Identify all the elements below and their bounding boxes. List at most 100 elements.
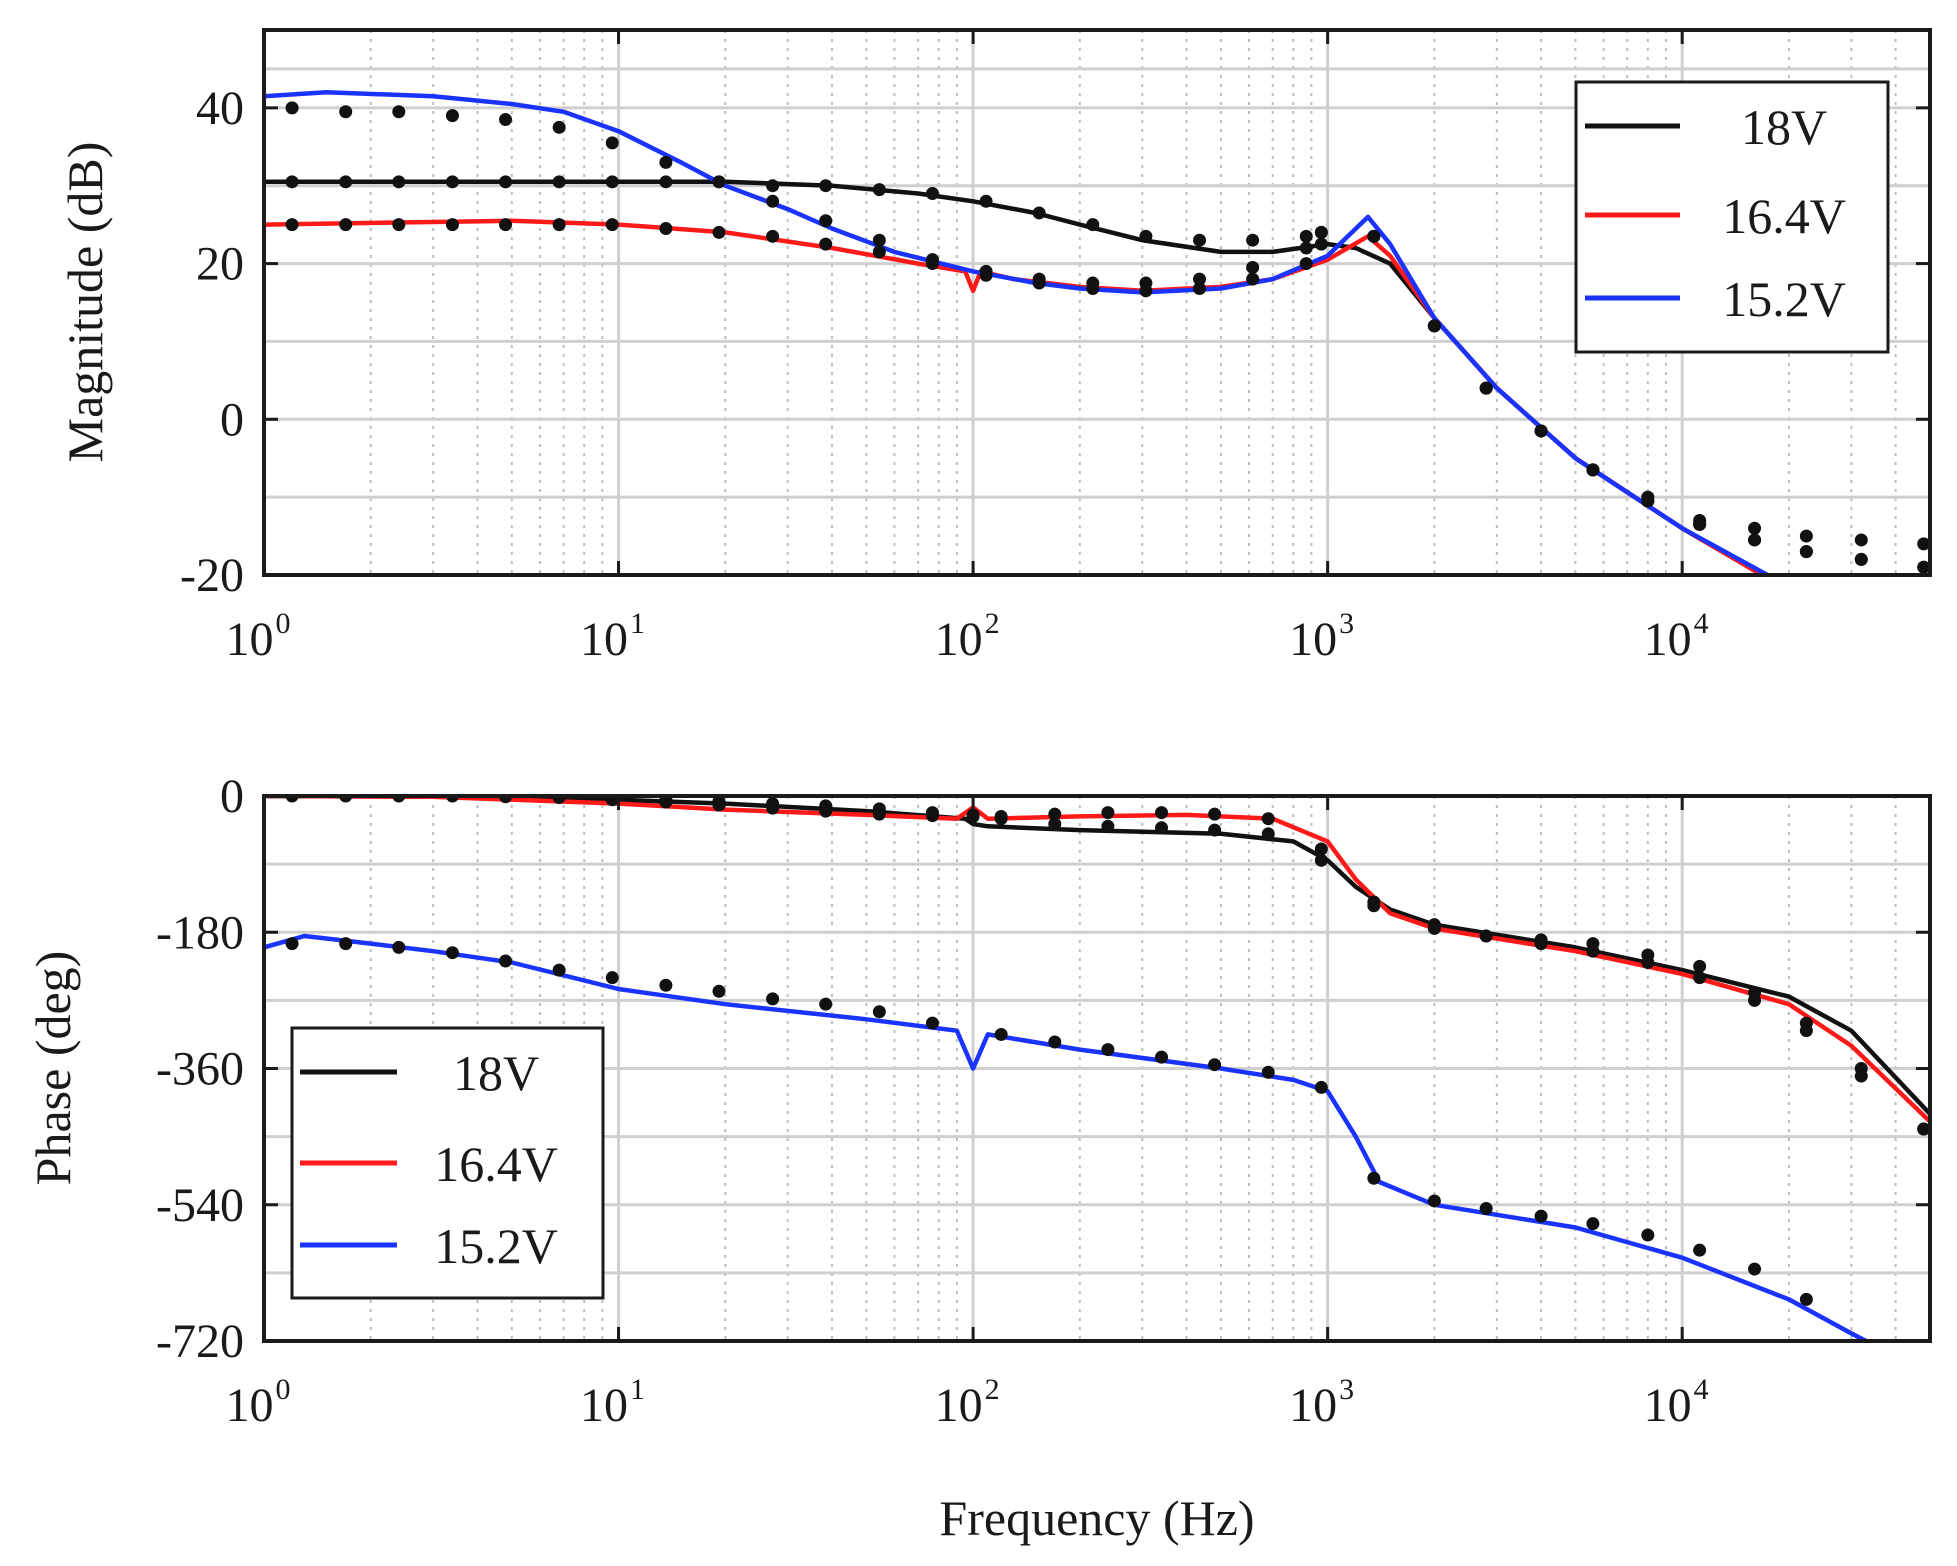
magnitude-marker-measured-15-2v [712,175,726,189]
phase-marker-measured-16-4v [1101,806,1115,820]
magnitude-marker-measured-15-2v [1854,552,1868,566]
phase-marker-measured-15-2v [339,937,353,951]
phase-marker-measured-18v [1155,821,1169,835]
magnitude-marker-measured-15-2v [659,155,673,169]
magnitude-marker-measured-18v [552,175,566,189]
phase-y-tick-label: -720 [156,1315,244,1368]
phase-legend: 18V 16.4V 15.2V [290,1026,605,1300]
phase-marker-measured-15-2v [1427,1194,1441,1208]
magnitude-y-tick-label: 20 [196,238,244,291]
magnitude-marker-measured-16-4v [659,222,673,236]
magnitude-ticks [262,30,1930,577]
phase-marker-measured-16-4v [712,798,726,812]
magnitude-marker-measured-15-2v [1299,257,1313,271]
magnitude-marker-measured-15-2v [766,194,780,208]
magnitude-marker-measured-15-2v [499,113,513,127]
phase-marker-measured-15-2v [712,984,726,998]
phase-series [264,796,1930,1341]
phase-marker-measured-15-2v [1367,1171,1381,1185]
magnitude-marker-measured-16-4v [285,218,299,232]
magnitude-legend: 18V 16.4V 15.2V [1574,80,1890,354]
phase-marker-measured-16-4v [659,796,673,809]
magnitude-marker-measured-18v [499,175,513,189]
phase-marker-measured-15-2v [1479,1202,1493,1216]
magnitude-marker-measured-18v [979,194,993,208]
magnitude-line-15-2v [264,90,1773,575]
magnitude-marker-measured-16-4v [819,237,833,251]
phase-marker-measured-18v [1048,817,1062,831]
magnitude-marker-measured-18v [1032,206,1046,220]
magnitude-marker-measured-18v [1299,229,1313,243]
phase-marker-measured-16-4v [1854,1069,1868,1083]
magnitude-marker-measured-15-2v [979,268,993,282]
phase-marker-measured-16-4v [1799,1024,1813,1038]
legend-label-16-4v: 16.4V [1722,188,1846,244]
phase-marker-measured-16-4v [1314,842,1328,856]
phase-marker-measured-18v [1261,827,1275,841]
phase-marker-measured-18v [1693,959,1707,973]
phase-marker-measured-16-4v [1155,806,1169,820]
phase-marker-measured-18v [1314,853,1328,867]
phase-marker-measured-16-4v [966,809,980,823]
magnitude-marker-measured-15-2v [1917,560,1930,574]
phase-marker-measured-15-2v [392,940,406,954]
magnitude-marker-measured-16-4v [605,218,619,232]
magnitude-marker-measured-15-2v [1641,494,1655,508]
phase-marker-measured-16-4v [1534,937,1548,951]
legend-label-15-2v: 15.2V [1722,271,1846,327]
magnitude-marker-measured-15-2v [1314,237,1328,251]
magnitude-marker-measured-18v [285,175,299,189]
phase-marker-measured-18v [1208,823,1222,837]
magnitude-marker-measured-15-2v [392,105,406,119]
magnitude-marker-measured-15-2v [925,253,939,267]
x-axis-label: Frequency (Hz) [939,1490,1254,1546]
phase-marker-measured-16-4v [766,801,780,815]
magnitude-marker-measured-15-2v [1367,229,1381,243]
phase-marker-measured-15-2v [552,963,566,977]
magnitude-y-axis-label: Magnitude (dB) [57,142,113,463]
magnitude-marker-measured-15-2v [1586,463,1600,477]
phase-marker-measured-16-4v [994,809,1008,823]
phase-marker-measured-16-4v [1367,895,1381,909]
phase-marker-measured-15-2v [499,954,513,968]
magnitude-marker-measured-18v [1748,521,1762,535]
magnitude-marker-measured-18v [1246,233,1260,247]
magnitude-markers [285,101,1930,574]
magnitude-marker-measured-16-4v [1299,241,1313,255]
phase-marker-measured-15-2v [1586,1217,1600,1231]
magnitude-marker-measured-15-2v [339,105,353,119]
magnitude-marker-measured-16-4v [339,218,353,232]
phase-marker-measured-16-4v [872,807,886,821]
phase-marker-measured-16-4v [1748,993,1762,1007]
phase-y-axis-label: Phase (deg) [25,951,81,1186]
magnitude-marker-measured-16-4v [499,218,513,232]
magnitude-marker-measured-15-2v [1479,381,1493,395]
magnitude-marker-measured-18v [1139,229,1153,243]
phase-marker-measured-15-2v [445,946,459,960]
phase-marker-measured-15-2v [1101,1043,1115,1057]
phase-marker-measured-16-4v [1641,956,1655,970]
magnitude-y-tick-label: 40 [196,82,244,135]
phase-marker-measured-16-4v [1208,807,1222,821]
phase-marker-measured-15-2v [1748,1262,1762,1276]
magnitude-y-tick-label: 0 [220,393,244,446]
phase-marker-measured-16-4v [1586,944,1600,958]
phase-marker-measured-15-2v [819,997,833,1011]
magnitude-marker-measured-16-4v [552,218,566,232]
magnitude-marker-measured-16-4v [766,229,780,243]
phase-markers [285,796,1930,1306]
magnitude-marker-measured-16-4v [712,225,726,239]
phase-marker-measured-15-2v [1261,1065,1275,1079]
magnitude-marker-measured-15-2v [819,214,833,228]
magnitude-marker-measured-15-2v [1139,284,1153,298]
phase-marker-measured-15-2v [1693,1243,1707,1257]
magnitude-axes-frame [262,28,1932,577]
magnitude-marker-measured-15-2v [1427,319,1441,333]
phase-marker-measured-15-2v [1208,1058,1222,1072]
magnitude-marker-measured-16-4v [1314,225,1328,239]
phase-marker-measured-15-2v [1799,1292,1813,1306]
magnitude-marker-measured-15-2v [1748,533,1762,547]
magnitude-marker-measured-15-2v [1534,424,1548,438]
phase-marker-measured-15-2v [872,1005,886,1019]
